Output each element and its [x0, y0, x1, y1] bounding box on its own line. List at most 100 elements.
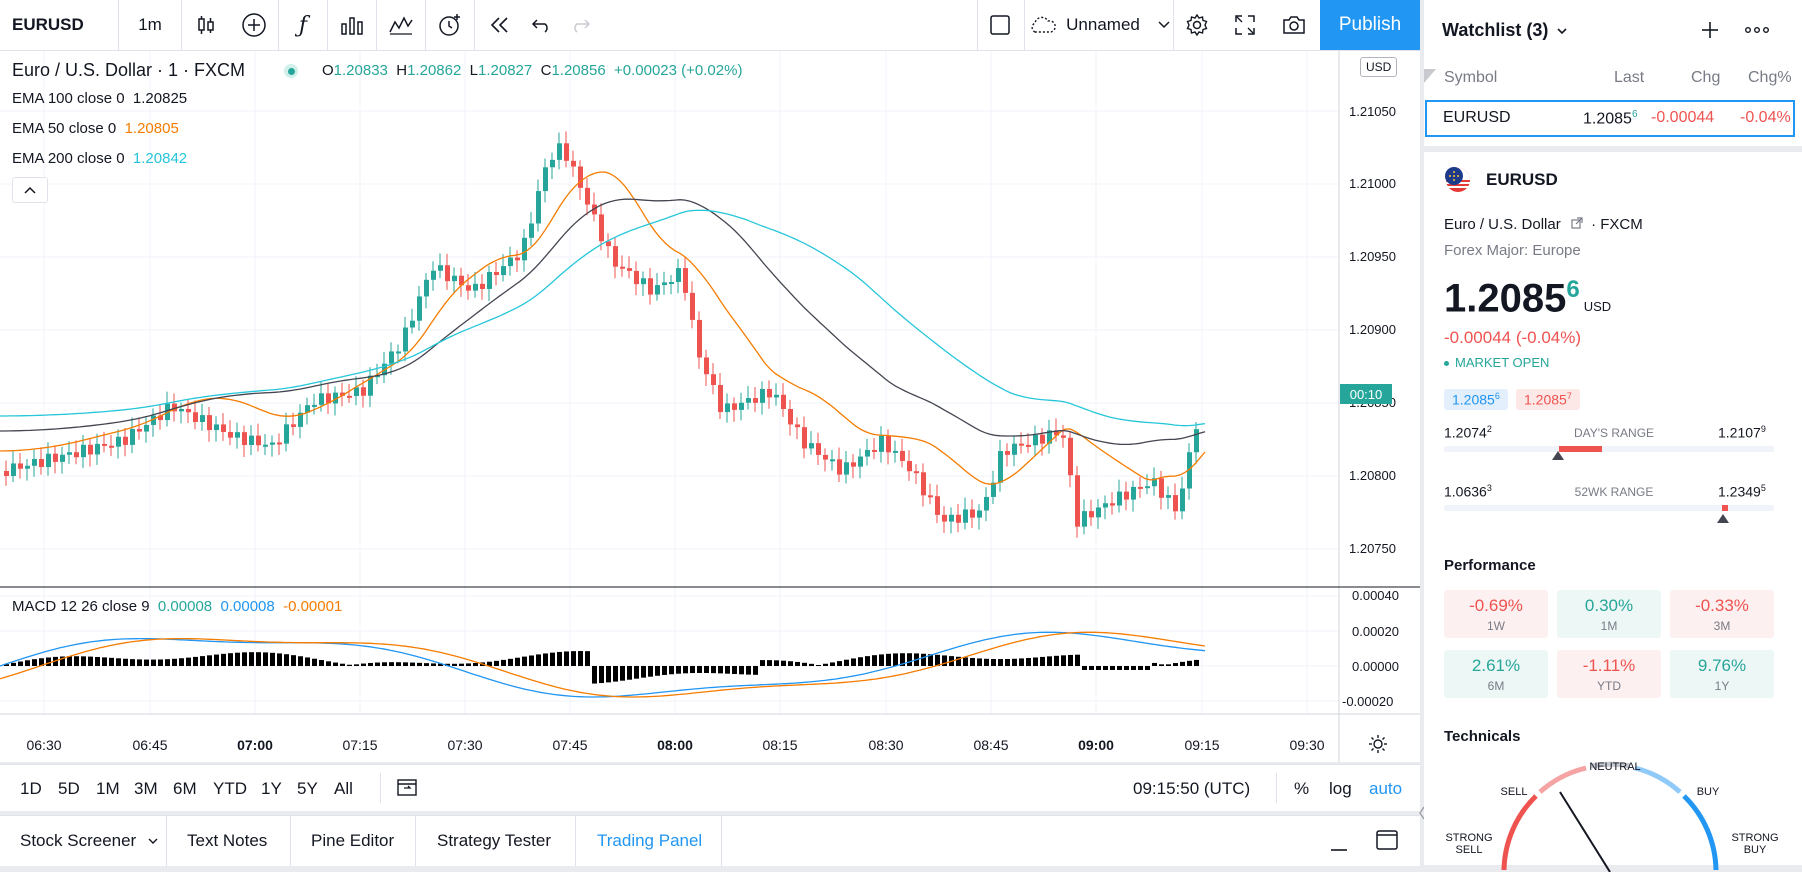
- macd-legend[interactable]: MACD 12 26 close 9 0.00008 0.00008 -0.00…: [12, 598, 343, 615]
- tab-pine-editor[interactable]: Pine Editor: [311, 831, 395, 850]
- log-scale-toggle[interactable]: log: [1329, 779, 1352, 798]
- maximize-panel-button[interactable]: [1376, 830, 1398, 855]
- more-options-button[interactable]: [1744, 22, 1770, 43]
- candle-body: [578, 166, 583, 188]
- perf-1w[interactable]: -0.69% 1W: [1444, 590, 1548, 638]
- screenshot-button[interactable]: [1270, 0, 1318, 50]
- range-3m-button[interactable]: 3M: [134, 779, 158, 798]
- layout-select-button[interactable]: [976, 0, 1024, 50]
- collapse-legend-button[interactable]: [12, 177, 48, 203]
- range-5d-button[interactable]: 5D: [58, 779, 80, 798]
- candle-body: [438, 265, 443, 271]
- candle-body: [1180, 488, 1185, 512]
- layout-name-button[interactable]: Unnamed: [1025, 0, 1173, 50]
- macd-histogram-bar: [151, 659, 156, 666]
- timezone-clock[interactable]: 09:15:50 (UTC): [1133, 779, 1251, 798]
- interval-button[interactable]: 1m: [119, 0, 181, 50]
- col-last[interactable]: Last: [1614, 69, 1645, 86]
- replay-button[interactable]: [475, 0, 523, 50]
- tab-stock-screener[interactable]: Stock Screener: [20, 816, 158, 866]
- tab-trading-panel[interactable]: Trading Panel: [597, 831, 703, 850]
- maximize-icon: [1376, 830, 1398, 850]
- candles-chart-type-button[interactable]: [182, 0, 230, 50]
- candle-body: [564, 143, 569, 161]
- macd-histogram-bar: [487, 661, 492, 666]
- symbol-details: EURUSD Euro / U.S. Dollar · FXCM Forex M…: [1424, 146, 1802, 872]
- col-chg[interactable]: Chg: [1691, 69, 1721, 86]
- axis-settings-button[interactable]: [1368, 734, 1388, 759]
- ema50-legend[interactable]: EMA 50 close 0 1.20805: [12, 120, 179, 137]
- range-1m-button[interactable]: 1M: [96, 779, 120, 798]
- candle-body: [144, 424, 149, 432]
- auto-scale-toggle[interactable]: auto: [1369, 779, 1403, 798]
- perf-1m[interactable]: 0.30% 1M: [1557, 590, 1661, 638]
- panel-splitter[interactable]: [1419, 0, 1425, 865]
- range-5y-button[interactable]: 5Y: [297, 779, 318, 798]
- col-symbol[interactable]: Symbol: [1444, 69, 1498, 86]
- candle-body: [788, 408, 793, 425]
- day-range-marker: [1552, 451, 1564, 460]
- external-link-icon[interactable]: [1571, 217, 1583, 229]
- candle-body: [550, 159, 555, 168]
- candle-body: [200, 415, 205, 422]
- perf-3m[interactable]: -0.33% 3M: [1670, 590, 1774, 638]
- range-6m-button[interactable]: 6M: [173, 779, 197, 798]
- row-symbol: EURUSD: [1443, 109, 1511, 126]
- rewind-icon: [490, 17, 508, 33]
- range-1d-button[interactable]: 1D: [20, 779, 42, 798]
- macd-histogram-bar: [781, 660, 786, 666]
- percent-scale-toggle[interactable]: %: [1294, 779, 1310, 798]
- perf-1y[interactable]: 9.76% 1Y: [1670, 650, 1774, 698]
- redo-button[interactable]: [561, 0, 599, 50]
- macd-histogram-bar: [963, 657, 968, 666]
- templates-button[interactable]: [377, 0, 425, 50]
- line-template-icon: [389, 16, 413, 35]
- candle-body: [921, 472, 926, 496]
- settings-button[interactable]: [1173, 0, 1221, 50]
- signal-line: [0, 631, 1206, 698]
- symbol-search-button[interactable]: EURUSD: [0, 0, 118, 50]
- macd-signal-value: 0.00008: [220, 598, 275, 615]
- details-symbol[interactable]: EURUSD: [1486, 170, 1558, 189]
- range-all-button[interactable]: All: [334, 779, 353, 798]
- technicals-gauge[interactable]: [1424, 752, 1802, 872]
- chart-canvas[interactable]: [0, 51, 1420, 762]
- macd-histogram-bar: [683, 666, 688, 674]
- perf-ytd[interactable]: -1.11% YTD: [1557, 650, 1661, 698]
- gauge-strong-buy: STRONG BUY: [1731, 832, 1779, 856]
- undo-button[interactable]: [523, 0, 561, 50]
- sort-handle-icon[interactable]: [1424, 69, 1436, 83]
- add-symbol-button[interactable]: [1700, 20, 1720, 45]
- goto-date-button[interactable]: [396, 777, 418, 802]
- alert-button[interactable]: [426, 0, 474, 50]
- fullscreen-button[interactable]: [1221, 0, 1269, 50]
- macd-histogram-bar: [25, 660, 30, 666]
- perf-6m[interactable]: 2.61% 6M: [1444, 650, 1548, 698]
- macd-histogram-bar: [1194, 659, 1199, 666]
- range-1y-button[interactable]: 1Y: [261, 779, 282, 798]
- publish-button[interactable]: Publish: [1320, 0, 1420, 50]
- indicators-button[interactable]: ƒ: [279, 0, 327, 50]
- macd-histogram-bar: [599, 666, 604, 684]
- chart-area[interactable]: Euro / U.S. Dollar · 1 · FXCM O1.20833 H…: [0, 51, 1420, 762]
- compare-button[interactable]: [230, 0, 278, 50]
- candle-body: [207, 415, 212, 431]
- macd-histogram-bar: [634, 666, 639, 679]
- macd-histogram-bar: [669, 666, 674, 675]
- tab-text-notes[interactable]: Text Notes: [187, 831, 268, 850]
- candle-body: [767, 389, 772, 398]
- range-ytd-button[interactable]: YTD: [213, 779, 247, 798]
- ema50-value: 1.20805: [124, 120, 179, 137]
- minimize-panel-button[interactable]: [1330, 838, 1348, 856]
- currency-tag[interactable]: USD: [1360, 57, 1398, 77]
- ema100-legend[interactable]: EMA 100 close 0 1.20825: [12, 90, 188, 107]
- watchlist-title-button[interactable]: Watchlist (3): [1442, 20, 1567, 41]
- macd-histogram-bar: [179, 658, 184, 666]
- watchlist-row[interactable]: EURUSD 1.20856 -0.00044 -0.04%: [1425, 100, 1795, 137]
- wk-low: 1.06363: [1444, 483, 1492, 500]
- ema200-legend[interactable]: EMA 200 close 0 1.20842: [12, 150, 188, 167]
- candle-body: [1110, 503, 1115, 506]
- col-chg-pct[interactable]: Chg%: [1748, 69, 1792, 86]
- financials-button[interactable]: [328, 0, 376, 50]
- tab-strategy-tester[interactable]: Strategy Tester: [437, 831, 552, 850]
